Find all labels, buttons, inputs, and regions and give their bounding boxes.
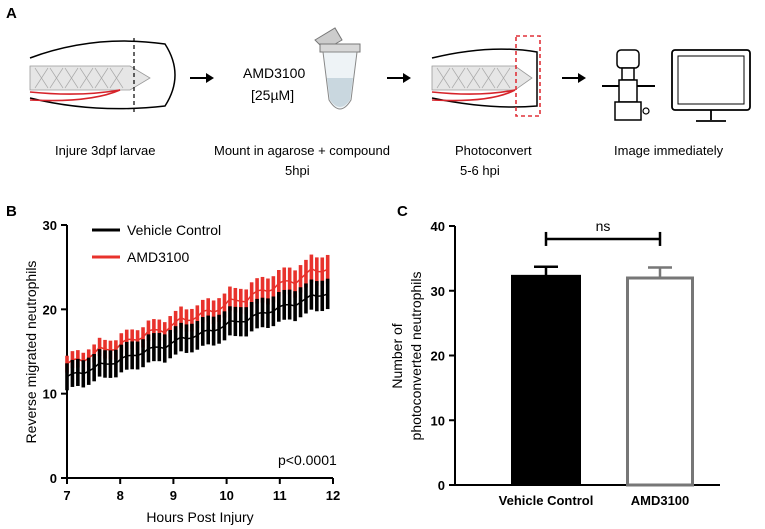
panel-a-letter: A (6, 5, 17, 22)
microscope-icon (602, 49, 655, 121)
c-y-tick-label: 40 (431, 219, 445, 234)
x-axis-title: Hours Post Injury (146, 509, 253, 525)
y-tick-label: 0 (50, 471, 57, 486)
panel-c-bar-chart: C 0 10 20 30 40 Number of photoconverted neu… (389, 203, 720, 508)
panel-c-letter: C (397, 203, 408, 220)
larva-illustration-injure (29, 38, 176, 112)
vasculature-red-2 (431, 89, 516, 102)
series-line (66, 267, 328, 365)
y-ticks: 0 10 20 30 (43, 218, 67, 486)
step3-caption-line2: 5-6 hpi (460, 163, 500, 178)
c-y-tick-label: 0 (438, 478, 445, 493)
compound-name: AMD3100 (243, 65, 305, 81)
panel-b-letter: B (6, 203, 17, 220)
step2-caption-line1: Mount in agarose + compound (214, 143, 390, 158)
series-vehicle-control (65, 278, 330, 391)
category-label-amd3100: AMD3100 (631, 493, 690, 508)
arrow-1-icon (190, 73, 214, 83)
notochord-shape (29, 65, 151, 91)
arrow-2-icon (387, 73, 411, 83)
x-tick-label: 7 (63, 488, 70, 503)
step3-caption-line1: Photoconvert (455, 143, 532, 158)
y-tick-label: 20 (43, 302, 57, 317)
c-y-ticks: 0 10 20 30 40 (431, 219, 455, 493)
step1-caption: Injure 3dpf larvae (55, 143, 155, 158)
c-y-tick-label: 10 (431, 413, 445, 428)
panel-a: A Injure 3dpf larvae AMD3100 [25µM] Moun… (6, 5, 751, 178)
legend-label-vehicle: Vehicle Control (127, 222, 221, 238)
muscle-segments-2 (436, 67, 511, 89)
legend-label-amd3100: AMD3100 (127, 249, 189, 265)
series-line (66, 293, 328, 378)
x-tick-label: 9 (170, 488, 177, 503)
x-tick-label: 10 (219, 488, 233, 503)
significance-label: ns (596, 218, 611, 234)
x-ticks: 7 8 9 10 11 12 (63, 478, 340, 503)
eppendorf-tube-icon (314, 27, 361, 110)
monitor-icon (671, 49, 751, 122)
larva-illustration-photoconvert (431, 35, 541, 117)
step2-caption-line2: 5hpi (285, 163, 310, 178)
photoconversion-region-box (515, 35, 541, 117)
notochord-shape-2 (431, 65, 533, 91)
x-tick-label: 12 (326, 488, 340, 503)
c-y-tick-label: 30 (431, 284, 445, 299)
larva-outline (29, 40, 176, 110)
larva-outline-cut (431, 48, 538, 108)
vasculature-red (29, 89, 121, 102)
compound-concentration: [25µM] (251, 87, 294, 103)
bar-amd3100 (626, 276, 694, 487)
panel-b-line-chart: B 0 10 20 30 7 8 9 10 11 12 Reverse migrated neu… (6, 203, 340, 525)
c-bars (511, 265, 694, 487)
arrow-3-icon (562, 73, 586, 83)
x-tick-label: 8 (117, 488, 124, 503)
step4-caption: Image immediately (614, 143, 724, 158)
c-y-axis-title-line2: photoconverted neutrophils (408, 272, 424, 441)
p-value-annotation: p<0.0001 (278, 452, 337, 468)
x-tick-label: 11 (273, 488, 287, 503)
bar-vehicle-control (511, 274, 581, 487)
y-tick-label: 10 (43, 387, 57, 402)
category-label-vehicle: Vehicle Control (499, 493, 594, 508)
significance-bracket: ns (544, 218, 662, 246)
c-y-tick-label: 20 (431, 349, 445, 364)
c-y-axis-title-line1: Number of (389, 323, 405, 388)
y-tick-label: 30 (43, 218, 57, 233)
y-axis-title: Reverse migrated neutrophils (23, 261, 39, 444)
legend: Vehicle Control AMD3100 (92, 222, 221, 265)
muscle-segments (34, 67, 124, 89)
